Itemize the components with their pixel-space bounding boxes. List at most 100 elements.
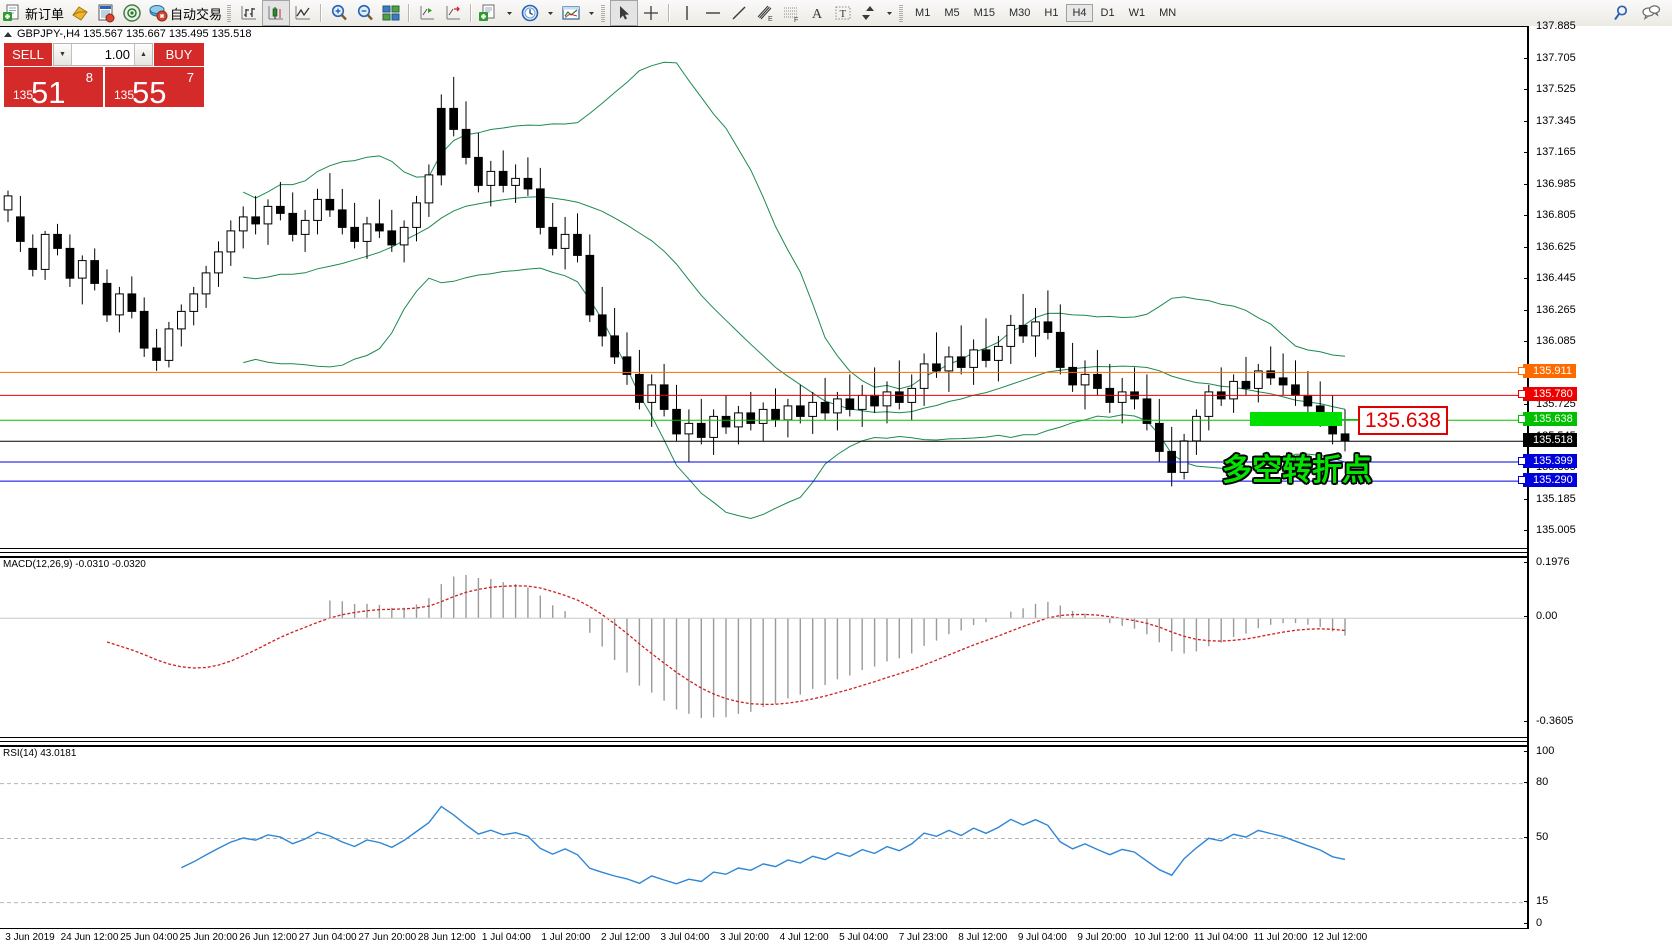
- volume-stepper[interactable]: ▼ 1.00 ▲: [53, 43, 153, 66]
- buy-price-box[interactable]: 135 55 7: [105, 67, 204, 108]
- new-order-label: 新订单: [25, 6, 65, 22]
- timeframe-mn-button[interactable]: MN: [1159, 7, 1177, 19]
- auto-trading-label: 自动交易: [170, 6, 223, 22]
- candlestick-chart-icon: [268, 6, 284, 20]
- text-icon: A: [812, 7, 823, 22]
- sell-price-box[interactable]: 135 51 8: [4, 67, 103, 110]
- collapse-triangle-icon[interactable]: [4, 31, 12, 37]
- zoom-out-button[interactable]: [352, 1, 378, 25]
- time-tick: 8 Jul 12:00: [958, 932, 1008, 943]
- trendline-button[interactable]: [726, 1, 752, 25]
- pane-separator-2[interactable]: [0, 737, 1672, 742]
- expert-advisor-button[interactable]: [67, 1, 93, 25]
- price-pane[interactable]: [0, 26, 1529, 531]
- one-click-trading-panel[interactable]: SELL ▼ 1.00 ▲ BUY 135 51 8 135 55 7: [4, 43, 204, 110]
- new-order-button[interactable]: 新订单: [0, 1, 67, 25]
- toolbar-separator: [668, 4, 671, 22]
- price-level-handle[interactable]: [1518, 476, 1526, 485]
- expert-advisor-icon: [72, 6, 88, 21]
- auto-scroll-button[interactable]: [440, 1, 466, 25]
- price-level-label-resistance[interactable]: 135.911: [1523, 364, 1576, 379]
- timeframe-d1-button[interactable]: D1: [1100, 7, 1115, 19]
- timeframe-w1-button[interactable]: W1: [1128, 7, 1146, 19]
- chat-icon: [1642, 5, 1661, 21]
- templates-button[interactable]: [558, 1, 584, 25]
- time-tick: 10 Jul 12:00: [1134, 932, 1189, 943]
- zoom-in-button[interactable]: [326, 1, 352, 25]
- zoom-in-icon: [331, 4, 347, 21]
- arrows-dropdown[interactable]: [882, 1, 897, 25]
- search-button[interactable]: [1608, 1, 1634, 25]
- period-dropdown[interactable]: [543, 1, 558, 25]
- cursor-button[interactable]: [610, 0, 639, 26]
- volume-decrease-button[interactable]: ▼: [54, 44, 72, 65]
- search-icon: [1614, 5, 1628, 21]
- new-chart-button[interactable]: [476, 1, 502, 25]
- auto-trading-button[interactable]: 自动交易: [145, 1, 225, 25]
- candlestick-chart-button[interactable]: [262, 0, 291, 26]
- price-level-handle[interactable]: [1518, 415, 1526, 424]
- trade-controls-row: SELL ▼ 1.00 ▲ BUY: [4, 43, 204, 66]
- bar-chart-button[interactable]: [236, 1, 262, 25]
- vertical-line-button[interactable]: [674, 1, 700, 25]
- macd-pane[interactable]: [0, 556, 1529, 728]
- price-level-handle[interactable]: [1518, 367, 1526, 376]
- equidistant-channel-icon: E: [757, 5, 773, 23]
- market-watch-icon: [98, 4, 115, 23]
- price-level-label-pivot[interactable]: 135.638: [1523, 412, 1577, 427]
- chat-button[interactable]: [1638, 1, 1664, 25]
- fibonacci-button[interactable]: F: [778, 1, 804, 25]
- navigator-button[interactable]: [119, 1, 145, 25]
- chart-title-bar: GBPJPY-,H4 135.567 135.667 135.495 135.5…: [0, 27, 251, 41]
- market-watch-button[interactable]: [93, 1, 119, 25]
- pane-separator-1[interactable]: [0, 548, 1672, 553]
- new-chart-dropdown[interactable]: [502, 1, 517, 25]
- timeframe-m5-button[interactable]: M5: [944, 7, 960, 19]
- arrows-button[interactable]: [856, 1, 882, 25]
- horizontal-line-icon: [706, 12, 721, 14]
- svg-text:T: T: [840, 8, 847, 20]
- sell-button[interactable]: SELL: [4, 43, 52, 66]
- price-level-handle[interactable]: [1518, 457, 1526, 465]
- sell-price-main: 51: [31, 75, 66, 110]
- time-tick: 1 Jul 04:00: [481, 932, 531, 943]
- price-level-label-support[interactable]: 135.290: [1523, 473, 1577, 488]
- crosshair-button[interactable]: [638, 1, 664, 25]
- price-level-label-resistance[interactable]: 135.780: [1523, 387, 1577, 402]
- timeframe-m1-button[interactable]: M1: [915, 7, 931, 19]
- vertical-line-icon: [686, 6, 688, 20]
- macd-label: MACD(12,26,9) -0.0310 -0.0320: [3, 559, 146, 570]
- volume-input[interactable]: 1.00: [72, 44, 134, 65]
- price-chart-canvas: [0, 61, 1529, 520]
- time-tick: 25 Jun 04:00: [120, 932, 179, 943]
- toolbar-separator: [320, 4, 323, 22]
- price-axis[interactable]: 137.885 137.705 137.525 137.345 137.165 136.9…: [1518, 20, 1672, 929]
- text-label-button[interactable]: T: [830, 1, 856, 25]
- tile-windows-button[interactable]: [378, 1, 404, 25]
- time-tick: 9 Jul 20:00: [1077, 932, 1127, 943]
- rsi-pane[interactable]: [0, 745, 1529, 930]
- time-axis[interactable]: 3 Jun 2019 24 Jun 12:00 25 Jun 04:00 25 Jun…: [0, 928, 1529, 951]
- buy-button[interactable]: BUY: [154, 43, 204, 66]
- volume-increase-button[interactable]: ▲: [134, 44, 152, 65]
- chart-title-text: GBPJPY-,H4 135.567 135.667 135.495 135.5…: [17, 28, 252, 40]
- toolbar-grip-2[interactable]: [601, 4, 606, 22]
- price-level-label-bid[interactable]: 135.518: [1523, 433, 1577, 448]
- timeframe-h1-button[interactable]: H1: [1044, 7, 1059, 19]
- timeframe-h4-button[interactable]: H4: [1066, 4, 1093, 22]
- line-chart-button[interactable]: [290, 1, 316, 25]
- timeframe-m30-button[interactable]: M30: [1009, 7, 1031, 19]
- text-button[interactable]: A: [804, 1, 830, 25]
- price-level-label-support[interactable]: 135.399: [1523, 454, 1577, 468]
- timeframe-m15-button[interactable]: M15: [973, 7, 995, 19]
- toolbar-grip-1[interactable]: [227, 4, 232, 22]
- equidistant-channel-button[interactable]: E: [752, 1, 778, 25]
- time-tick: 12 Jul 12:00: [1312, 932, 1368, 943]
- horizontal-line-button[interactable]: [700, 1, 726, 25]
- svg-text:A: A: [812, 7, 823, 22]
- shift-chart-button[interactable]: [414, 1, 440, 25]
- toolbar-grip-3[interactable]: [899, 4, 904, 22]
- price-level-handle[interactable]: [1518, 390, 1526, 399]
- templates-dropdown[interactable]: [584, 1, 599, 25]
- period-button[interactable]: [517, 1, 543, 25]
